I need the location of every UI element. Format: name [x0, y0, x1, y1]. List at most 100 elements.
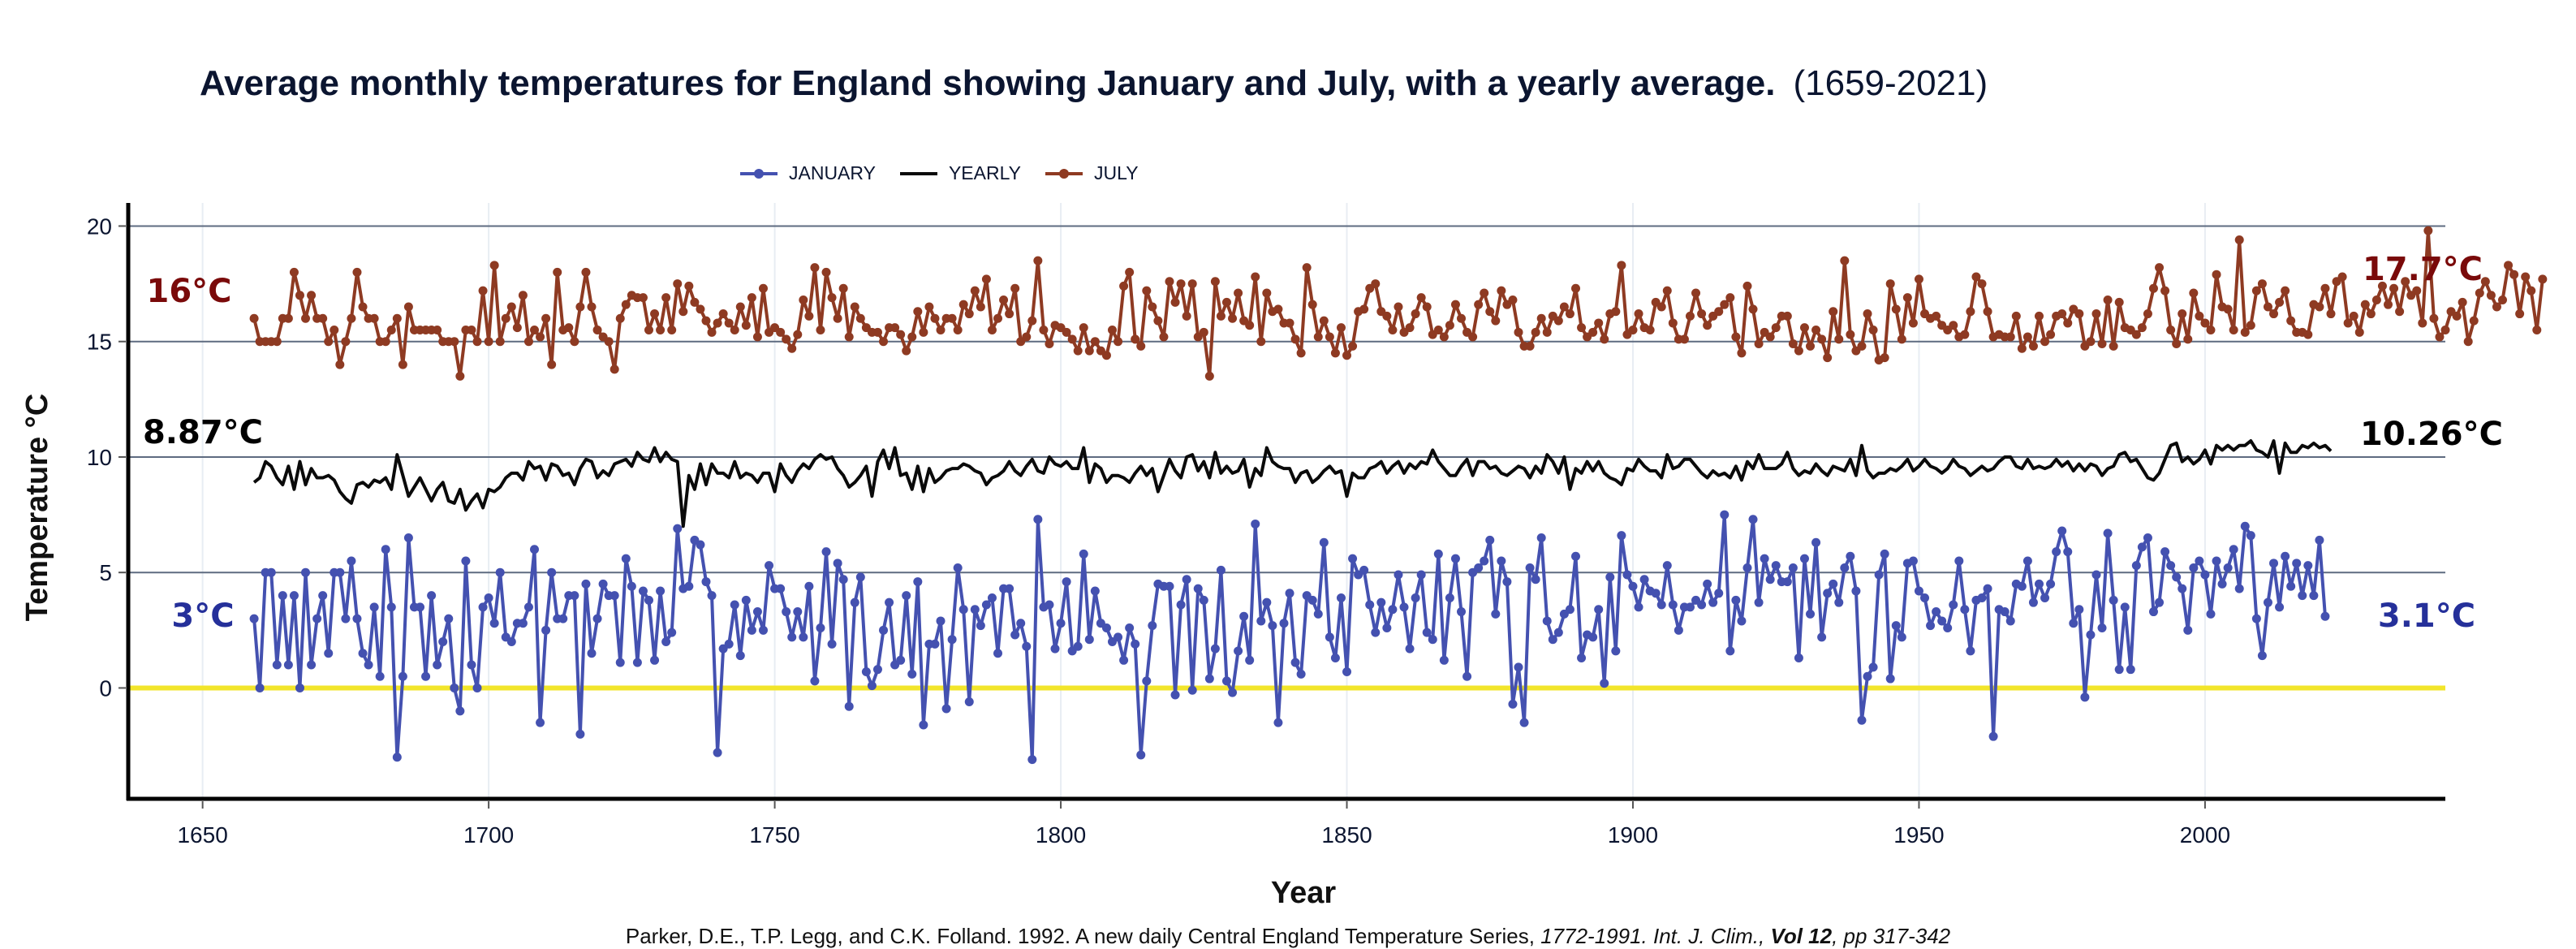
data-point-january — [1720, 510, 1730, 520]
data-point-january — [1668, 600, 1678, 610]
data-point-january — [1480, 556, 1489, 566]
data-point-july — [1388, 325, 1398, 334]
x-axis-label: Year — [1271, 876, 1337, 910]
data-point-july — [958, 300, 968, 309]
data-point-july — [450, 337, 459, 347]
data-point-january — [1485, 535, 1495, 545]
data-point-july — [2337, 272, 2347, 282]
data-point-july — [341, 337, 351, 347]
data-point-january — [656, 586, 666, 596]
data-point-january — [427, 591, 437, 601]
data-point-january — [558, 614, 568, 623]
data-point-january — [1840, 563, 1850, 573]
data-point-july — [335, 360, 345, 369]
data-point-january — [1016, 619, 1026, 628]
data-point-july — [701, 316, 711, 326]
data-point-january — [1273, 718, 1283, 727]
data-point-july — [2022, 332, 2032, 342]
data-point-january — [484, 593, 493, 602]
data-point-july — [1348, 341, 1358, 351]
data-point-july — [2354, 327, 2364, 337]
data-point-january — [1073, 641, 1083, 651]
data-point-january — [776, 584, 786, 593]
data-point-january — [2040, 593, 2050, 602]
data-point-july — [1107, 325, 1117, 334]
data-point-july — [919, 327, 928, 337]
data-point-january — [1399, 602, 1409, 612]
data-point-july — [433, 325, 442, 334]
data-point-july — [1142, 286, 1152, 295]
data-point-january — [741, 595, 751, 605]
data-point-january — [1142, 676, 1152, 686]
data-point-july — [1891, 304, 1901, 314]
data-point-july — [896, 330, 906, 339]
data-point-july — [993, 313, 1003, 323]
data-point-july — [1863, 309, 1872, 319]
data-point-january — [1365, 600, 1375, 610]
data-point-january — [1119, 655, 1129, 665]
data-point-july — [1703, 321, 1712, 330]
data-point-january — [1806, 609, 1816, 619]
data-point-january — [1422, 628, 1432, 637]
annotation-january-left: 3°C — [171, 597, 234, 635]
data-point-january — [450, 683, 459, 692]
data-point-january — [587, 649, 597, 658]
data-point-january — [907, 669, 917, 679]
data-point-january — [1216, 565, 1226, 575]
data-point-july — [1313, 332, 1323, 342]
data-point-january — [598, 579, 608, 589]
data-point-january — [827, 639, 837, 649]
annotations: 16°C 17.7°C 8.87°C 10.26°C 3°C 3.1°C — [143, 251, 2503, 635]
data-point-january — [278, 591, 287, 601]
data-point-january — [701, 577, 711, 587]
data-point-january — [1033, 515, 1043, 524]
data-point-january — [1577, 653, 1587, 662]
data-point-july — [1932, 311, 1941, 321]
data-point-january — [1639, 575, 1649, 584]
data-point-january — [2166, 561, 2176, 571]
data-point-july — [2389, 283, 2399, 293]
legend-item-july[interactable]: JULY — [1044, 162, 1139, 184]
data-point-january — [1050, 644, 1060, 654]
data-point-january — [1176, 600, 1186, 610]
data-point-january — [1445, 593, 1454, 602]
data-point-july — [2429, 313, 2439, 323]
data-point-january — [610, 591, 619, 601]
data-point-july — [1788, 339, 1798, 349]
data-point-january — [2057, 526, 2067, 536]
data-point-july — [1960, 330, 1970, 339]
legend-item-january[interactable]: JANUARY — [739, 162, 876, 184]
data-point-july — [1405, 323, 1415, 333]
data-point-july — [690, 297, 700, 307]
data-point-july — [2103, 295, 2113, 304]
data-point-july — [1731, 332, 1741, 342]
data-point-july — [1204, 371, 1214, 381]
data-point-january — [318, 591, 328, 601]
data-point-january — [1674, 625, 1683, 635]
data-point-january — [1491, 609, 1501, 619]
data-point-january — [1416, 570, 1426, 580]
data-point-january — [2178, 584, 2187, 593]
data-point-july — [793, 330, 803, 339]
data-point-july — [2366, 309, 2376, 319]
data-point-july — [347, 313, 356, 323]
legend-item-yearly[interactable]: YEARLY — [898, 162, 1021, 184]
data-point-july — [1199, 327, 1208, 337]
data-point-july — [2155, 263, 2165, 273]
data-point-july — [810, 263, 820, 273]
data-point-january — [844, 701, 854, 711]
data-point-july — [752, 332, 762, 342]
data-point-july — [1302, 263, 1312, 273]
data-point-july — [2360, 300, 2370, 309]
data-point-january — [416, 602, 425, 612]
data-point-july — [2240, 327, 2250, 337]
data-point-january — [2240, 521, 2250, 531]
data-point-july — [1525, 341, 1535, 351]
data-point-january — [747, 625, 756, 635]
data-point-january — [1714, 589, 1724, 598]
data-point-july — [970, 286, 980, 295]
data-point-july — [1748, 304, 1758, 314]
data-point-july — [2223, 304, 2233, 314]
data-point-july — [2178, 309, 2187, 319]
